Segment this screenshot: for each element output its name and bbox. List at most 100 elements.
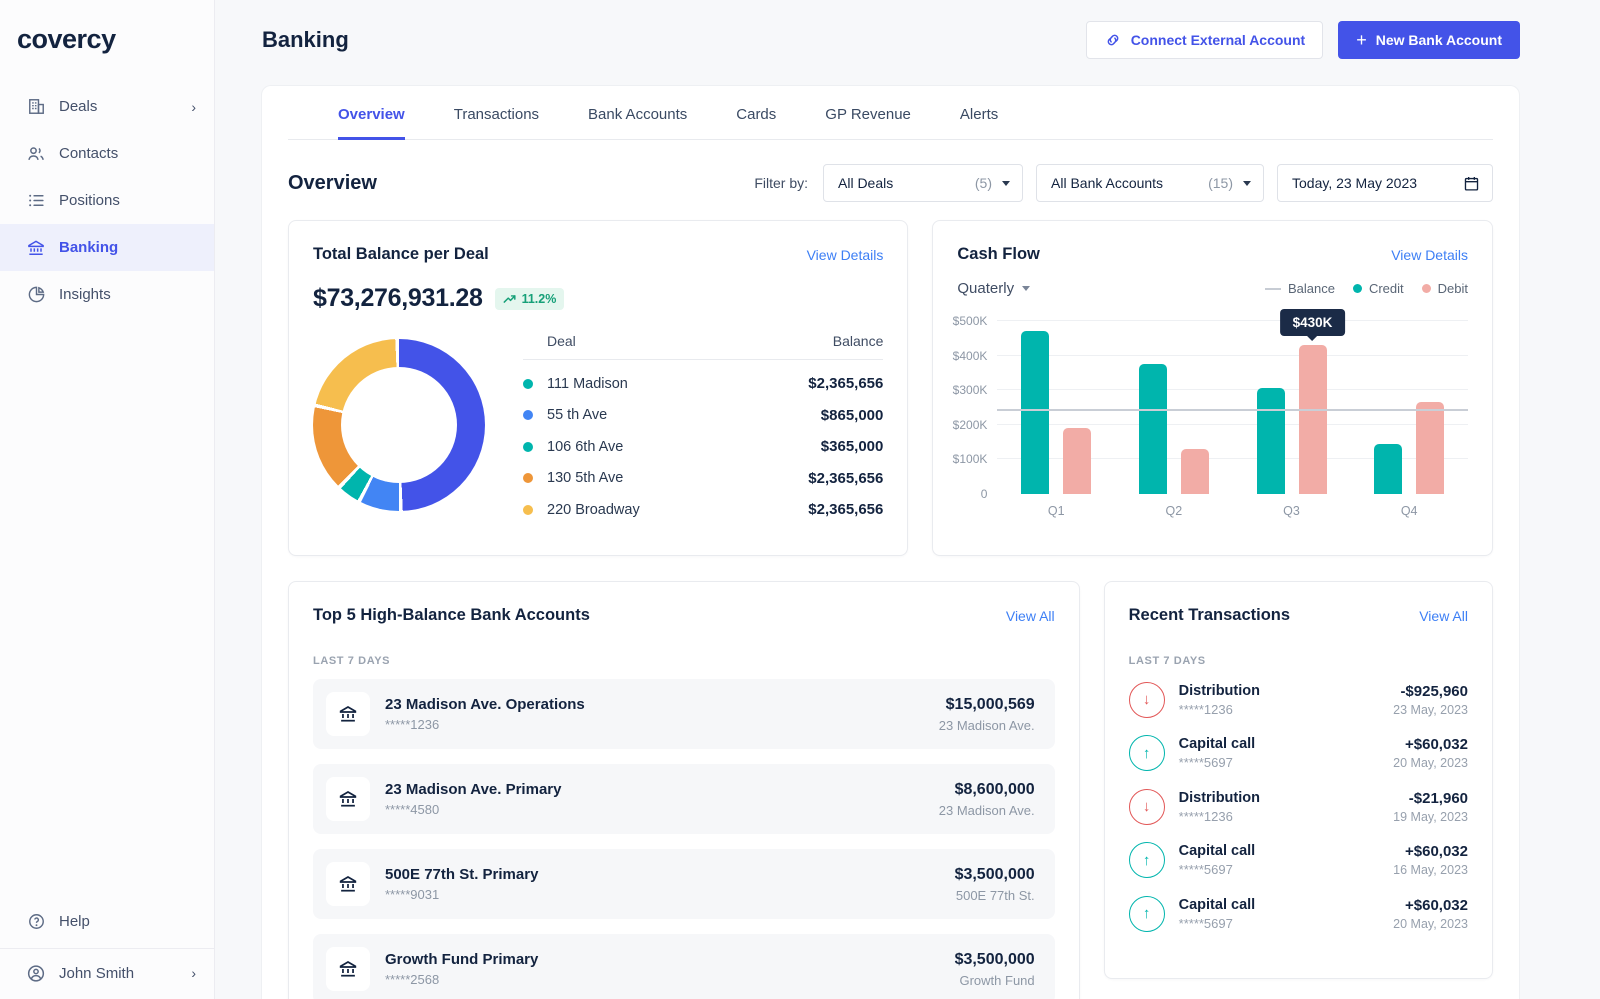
debit-bar-q1[interactable] [1063, 428, 1092, 494]
tab-overview[interactable]: Overview [338, 86, 405, 140]
tab-bank-accounts[interactable]: Bank Accounts [588, 106, 688, 123]
table-row[interactable]: 106 6th Ave $365,000 [523, 431, 883, 463]
table-row[interactable]: 130 5th Ave $2,365,656 [523, 463, 883, 495]
transaction-row[interactable]: ↓ Distribution *****1236 -$21,960 19 May, 20… [1128, 780, 1468, 834]
connect-button-label: Connect External Account [1130, 32, 1306, 48]
x-axis-label: Q4 [1400, 504, 1418, 518]
view-all-link[interactable]: View All [1419, 607, 1468, 624]
bank-icon [326, 947, 370, 991]
view-details-link[interactable]: View Details [806, 246, 884, 263]
debit-bar-q4[interactable] [1416, 402, 1445, 494]
transaction-row[interactable]: ↑ Capital call *****5697 +$60,032 20 May, 20… [1128, 727, 1468, 781]
section-header: Overview Filter by: All Deals (5) All Ba… [262, 140, 1519, 202]
people-icon [26, 144, 46, 164]
column-header-balance: Balance [832, 333, 884, 349]
table-row[interactable]: 55 th Ave $865,000 [523, 400, 883, 432]
cash-flow-bar-chart: 0 $100K $200K $300K $400K $500K Q1 Q2 $430K Q3 Q4 [933, 297, 1492, 518]
credit-bar-q3[interactable] [1256, 388, 1285, 494]
table-row[interactable]: 220 Broadway $2,365,656 [523, 494, 883, 526]
period-value: Quaterly [957, 280, 1015, 297]
credit-dot-swatch [1352, 284, 1362, 293]
deal-balance-table: Deal Balance 111 Madison $2,365,656 [523, 333, 884, 526]
arrow-up-icon: ↑ [1128, 735, 1165, 772]
tab-cards[interactable]: Cards [736, 106, 777, 123]
transaction-date: 23 May, 2023 [1393, 702, 1468, 717]
sidebar-item-banking[interactable]: Banking [0, 224, 214, 271]
tab-gp-revenue[interactable]: GP Revenue [825, 106, 911, 123]
user-name: John Smith [59, 964, 135, 982]
account-balance: $8,600,000 [954, 780, 1035, 798]
balance-line [997, 408, 1468, 411]
deals-filter-value: All Deals [838, 175, 894, 191]
sidebar-item-insights[interactable]: Insights [0, 271, 214, 318]
transaction-row[interactable]: ↑ Capital call *****5697 +$60,032 16 May, 20… [1128, 834, 1468, 888]
divider [0, 948, 214, 949]
bank-icon [326, 777, 370, 821]
transaction-amount: -$21,960 [1408, 789, 1468, 807]
bank-account-row[interactable]: 500E 77th St. Primary *****9031 $3,500,000… [313, 849, 1055, 919]
sidebar-item-deals[interactable]: Deals › [0, 83, 214, 130]
section-title: Overview [288, 171, 377, 194]
transaction-account-masked: *****5697 [1178, 862, 1233, 878]
bank-account-row[interactable]: 23 Madison Ave. Primary *****4580 $8,600,0… [313, 764, 1055, 834]
list-icon [26, 191, 46, 211]
bank-accounts-filter-dropdown[interactable]: All Bank Accounts (15) [1036, 164, 1264, 202]
bank-account-row[interactable]: Growth Fund Primary *****2568 $3,500,000 Gr… [313, 934, 1055, 999]
view-all-link[interactable]: View All [1005, 607, 1055, 624]
credit-bar-q4[interactable] [1374, 443, 1403, 494]
account-balance: $3,500,000 [954, 865, 1035, 883]
covercy-logo: covercy [17, 24, 116, 54]
credit-bar-q1[interactable] [1021, 331, 1050, 494]
transaction-date: 20 May, 2023 [1393, 756, 1468, 771]
deal-color-dot [523, 504, 533, 515]
deals-filter-dropdown[interactable]: All Deals (5) [823, 164, 1023, 202]
account-deal: 23 Madison Ave. [938, 717, 1035, 733]
connect-external-account-button[interactable]: Connect External Account [1085, 21, 1324, 59]
date-filter[interactable]: Today, 23 May 2023 [1277, 164, 1493, 202]
tab-alerts[interactable]: Alerts [959, 106, 999, 123]
debit-bar-q3[interactable]: $430K [1279, 309, 1346, 494]
bank-account-row[interactable]: 23 Madison Ave. Operations *****1236 $15,0… [313, 679, 1055, 749]
view-details-link[interactable]: View Details [1391, 246, 1468, 263]
legend-credit: Credit [1352, 281, 1404, 296]
accounts-filter-count: (15) [1208, 175, 1233, 191]
x-axis-label: Q1 [1047, 504, 1065, 518]
sidebar-item-contacts[interactable]: Contacts [0, 130, 214, 177]
y-axis: 0 $100K $200K $300K $400K $500K [952, 314, 988, 501]
period-dropdown[interactable]: Quaterly [957, 280, 1031, 297]
user-menu[interactable]: John Smith › [0, 953, 214, 999]
transaction-type: Distribution [1178, 789, 1260, 806]
account-name: Growth Fund Primary [385, 951, 539, 968]
page-title: Banking [262, 27, 349, 52]
sidebar-item-positions[interactable]: Positions [0, 177, 214, 224]
new-account-button-label: New Bank Account [1375, 32, 1502, 48]
help-button[interactable]: Help [0, 898, 214, 944]
transaction-row[interactable]: ↓ Distribution *****1236 -$925,960 23 May, 2… [1128, 673, 1468, 727]
deal-name: 106 6th Ave [547, 438, 624, 455]
transaction-row[interactable]: ↑ Capital call *****5697 +$60,032 20 May, 20… [1128, 887, 1468, 941]
sidebar-item-label: Insights [59, 286, 111, 303]
credit-bar-q2[interactable] [1138, 364, 1167, 494]
last-7-days-label: LAST 7 DAYS [1128, 655, 1206, 667]
account-list: 23 Madison Ave. Operations *****1236 $15,0… [289, 679, 1079, 999]
sidebar-bottom: Help John Smith › [0, 898, 214, 999]
bar-group-q1: Q1 [1021, 321, 1092, 518]
debit-bar-q2[interactable] [1180, 449, 1209, 494]
tab-transactions[interactable]: Transactions [453, 106, 540, 123]
deal-name: 111 Madison [547, 375, 628, 392]
transaction-date: 16 May, 2023 [1393, 863, 1468, 878]
x-axis-label: Q3 [1283, 504, 1300, 518]
legend-balance: Balance [1264, 281, 1335, 296]
account-deal: 23 Madison Ave. [938, 802, 1035, 818]
transaction-amount: -$925,960 [1400, 682, 1468, 700]
deal-donut-chart [313, 339, 485, 511]
account-number-masked: *****1236 [385, 717, 440, 732]
avatar-icon [26, 963, 46, 983]
table-row[interactable]: 111 Madison $2,365,656 [523, 368, 883, 400]
new-bank-account-button[interactable]: + New Bank Account [1338, 21, 1520, 59]
arrow-up-icon: ↑ [1128, 895, 1165, 932]
recent-transactions-card: Recent Transactions View All LAST 7 DAYS… [1103, 581, 1493, 979]
last-7-days-label: LAST 7 DAYS [313, 655, 391, 667]
top-accounts-card: Top 5 High-Balance Bank Accounts View Al… [288, 581, 1080, 999]
account-deal: Growth Fund [959, 972, 1035, 988]
